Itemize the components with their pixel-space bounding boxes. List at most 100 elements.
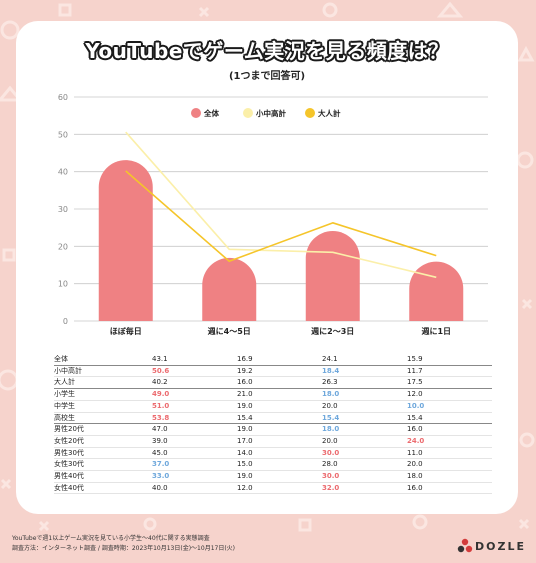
table-row-label: 男性20代 [54,423,152,436]
legend-swatch [191,108,201,118]
table-cell: 40.0 [152,482,237,495]
table-row: 女性30代 37.0 15.0 28.0 20.0 [54,458,492,472]
footer-line-2: 調査方法：インターネット調査 / 調査時期：2023年10月13日(金)〜10月… [12,545,236,552]
table-row: 大人計 40.2 16.0 26.3 17.5 [54,376,492,390]
table-cell: 12.0 [237,482,322,495]
table-row: 全体 43.1 16.9 24.1 15.9 [54,354,492,366]
table-cell: 20.0 [322,400,407,413]
table-cell: 28.0 [322,458,407,472]
y-tick-label: 60 [58,93,68,102]
legend-label: 小中高計 [256,108,286,118]
table-row: 高校生 53.8 15.4 15.4 15.4 [54,412,492,425]
table-row: 中学生 51.0 19.0 20.0 10.0 [54,400,492,413]
legend-swatch [305,108,315,118]
table-cell: 15.0 [237,458,322,472]
data-table: 全体 43.1 16.9 24.1 15.9 小中高計 50.6 19.2 18.4 11.7 大人… [54,354,492,495]
table-cell: 24.1 [322,354,407,366]
table-cell: 11.7 [407,365,492,378]
table-cell: 33.0 [152,470,237,483]
dozle-logo-mark [457,538,473,553]
legend-label: 大人計 [318,108,341,118]
chart-subtitle: (1つまで回答可) [228,71,306,82]
y-tick-label: 0 [63,317,68,326]
table-cell: 14.0 [237,447,322,460]
table-row-label: 女性30代 [54,458,152,472]
table-cell: 21.0 [237,388,322,401]
table-cell: 20.0 [322,435,407,448]
table-cell: 30.0 [322,447,407,460]
table-cell: 18.0 [407,470,492,483]
table-cell: 19.0 [237,470,322,483]
table-cell: 53.8 [152,412,237,425]
table-row-label: 大人計 [54,376,152,390]
x-tick-label: 週に1日 [421,327,451,336]
table-row-label: 女性20代 [54,435,152,448]
table-cell: 10.0 [407,400,492,413]
table-row-label: 高校生 [54,412,152,425]
table-cell: 49.0 [152,388,237,401]
table-cell: 19.0 [237,400,322,413]
table-cell: 45.0 [152,447,237,460]
chart-legend: 全体 小中高計 大人計 [191,108,341,118]
bar-ほぼ毎日 [98,160,153,321]
y-tick-label: 50 [58,130,68,139]
table-cell: 30.0 [322,470,407,483]
table-row: 女性40代 40.0 12.0 32.0 16.0 [54,482,492,495]
table-row-label: 小学生 [54,388,152,401]
table-row: 男性40代 33.0 19.0 30.0 18.0 [54,470,492,483]
y-tick-label: 40 [58,168,68,177]
footer-line-1: YouTubeで週1以上ゲーム実況を見ている小学生〜40代に関する実態調査 [12,535,210,542]
line-series-小中高計 [125,131,437,279]
chart-card: YouTubeでゲーム実況を見る頻度は？ (1つまで回答可) 0 10 20 30 40… [16,21,518,514]
dozle-logo-text: DOZLE [475,540,526,553]
table-cell: 15.4 [237,412,322,425]
table-cell: 15.4 [322,412,407,425]
table-cell: 24.0 [407,435,492,448]
table-cell: 11.0 [407,447,492,460]
table-row: 小学生 49.0 21.0 18.0 12.0 [54,388,492,401]
table-cell: 43.1 [152,354,237,366]
title-wrapper: YouTubeでゲーム実況を見る頻度は？ [16,35,518,64]
table-cell: 18.0 [322,423,407,436]
chart-title: YouTubeでゲーム実況を見る頻度は？ [85,39,449,63]
x-tick-label: 週に2〜3日 [311,327,354,336]
table-cell: 40.2 [152,376,237,390]
table-cell: 15.9 [407,354,492,366]
table-cell: 20.0 [407,458,492,472]
y-tick-label: 10 [58,280,68,289]
table-cell: 16.0 [407,423,492,436]
bar-週に4〜5日 [202,257,257,321]
dozle-logo: DOZLE [457,538,527,554]
table-row-label: 男性40代 [54,470,152,483]
table-cell: 16.0 [237,376,322,390]
table-row: 男性20代 47.0 19.0 18.0 16.0 [54,423,492,436]
table-cell: 17.5 [407,376,492,390]
table-cell: 15.4 [407,412,492,425]
table-row: 小中高計 50.6 19.2 18.4 11.7 [54,365,492,378]
table-row-label: 男性30代 [54,447,152,460]
table-cell: 32.0 [322,482,407,495]
table-cell: 18.0 [322,388,407,401]
chart-svg: 0 10 20 30 40 50 60 ほぼ毎日 週に4〜5日 週に2〜3日 週に1日 全体 小中高計 大… [58,93,488,336]
table-cell: 19.0 [237,423,322,436]
x-tick-label: ほぼ毎日 [110,326,142,336]
table-row: 男性30代 45.0 14.0 30.0 11.0 [54,447,492,460]
y-tick-label: 20 [58,242,68,251]
table-cell: 16.0 [407,482,492,495]
table-cell: 26.3 [322,376,407,390]
table-cell: 51.0 [152,400,237,413]
table-row-label: 小中高計 [54,365,152,378]
table-cell: 47.0 [152,423,237,436]
table-row-label: 女性40代 [54,482,152,495]
bar-週に1日 [409,261,464,321]
table-cell: 18.4 [322,365,407,378]
table-cell: 16.9 [237,354,322,366]
table-cell: 50.6 [152,365,237,378]
bar-週に2〜3日 [305,231,360,321]
x-tick-label: 週に4〜5日 [208,327,251,336]
table-row: 女性20代 39.0 17.0 20.0 24.0 [54,435,492,448]
table-row-label: 全体 [54,354,152,366]
table-cell: 17.0 [237,435,322,448]
table-cell: 39.0 [152,435,237,448]
